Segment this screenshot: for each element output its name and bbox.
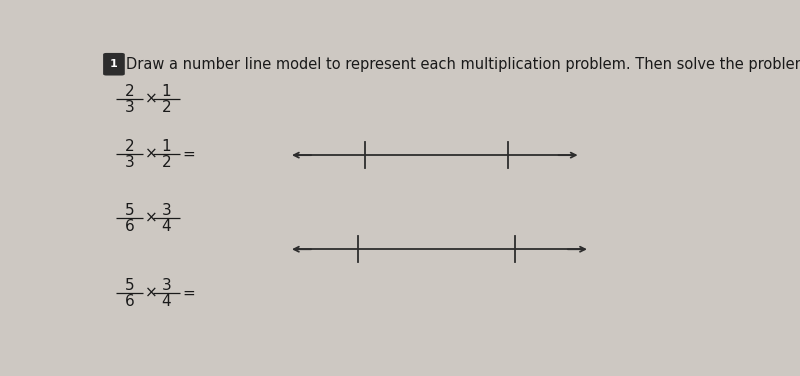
Text: ×: ×	[145, 286, 158, 301]
Text: 1: 1	[162, 139, 171, 154]
Text: 6: 6	[125, 218, 134, 233]
Text: =: =	[182, 286, 195, 301]
FancyBboxPatch shape	[103, 53, 125, 76]
Text: 3: 3	[125, 100, 134, 115]
Text: 3: 3	[162, 278, 171, 293]
Text: Draw a number line model to represent each multiplication problem. Then solve th: Draw a number line model to represent ea…	[126, 57, 800, 72]
Text: 2: 2	[125, 139, 134, 154]
Text: 3: 3	[125, 155, 134, 170]
Text: ×: ×	[145, 211, 158, 226]
Text: 5: 5	[125, 203, 134, 218]
Text: =: =	[182, 147, 195, 162]
Text: ×: ×	[145, 92, 158, 107]
Text: 4: 4	[162, 294, 171, 309]
Text: 5: 5	[125, 278, 134, 293]
Text: 4: 4	[162, 218, 171, 233]
Text: ×: ×	[145, 147, 158, 162]
Text: 3: 3	[162, 203, 171, 218]
Text: 1: 1	[162, 84, 171, 99]
Text: 2: 2	[162, 155, 171, 170]
Text: 2: 2	[125, 84, 134, 99]
Text: 6: 6	[125, 294, 134, 309]
Text: 1: 1	[110, 59, 118, 69]
Text: 2: 2	[162, 100, 171, 115]
